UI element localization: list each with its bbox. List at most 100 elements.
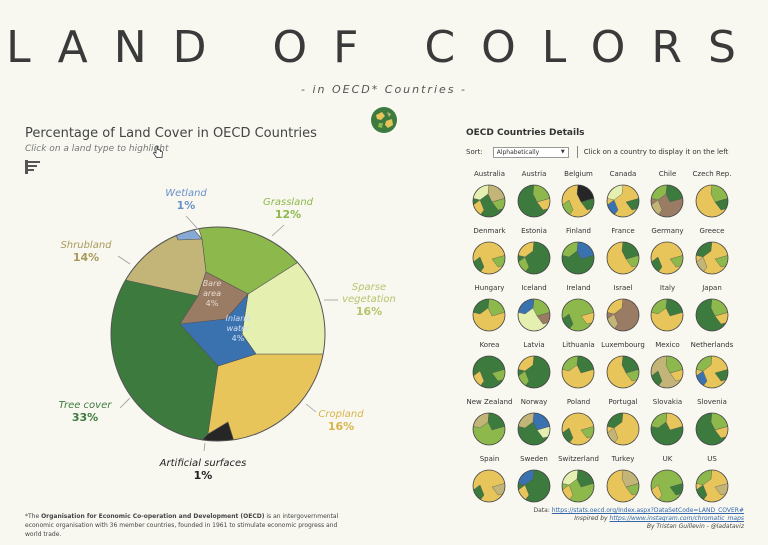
country-portugal[interactable]: Portugal xyxy=(600,398,647,454)
divider xyxy=(576,146,578,158)
country-pie xyxy=(695,412,728,446)
country-pie xyxy=(472,298,506,332)
country-new-zealand[interactable]: New Zealand xyxy=(466,398,513,454)
country-pie xyxy=(606,184,639,218)
country-pie xyxy=(695,184,728,218)
country-pie xyxy=(517,184,550,218)
country-name: Luxembourg xyxy=(601,341,645,349)
country-pie xyxy=(650,241,684,275)
country-pie xyxy=(695,469,728,503)
country-finland[interactable]: Finland xyxy=(555,227,602,283)
country-korea[interactable]: Korea xyxy=(466,341,513,397)
country-name: Estonia xyxy=(521,227,547,235)
country-pie xyxy=(606,355,639,389)
leader-line-cropland xyxy=(305,403,317,413)
grassland-label[interactable]: Grassland 12% xyxy=(263,197,313,221)
sparse-vegetation-label[interactable]: Sparse vegetation 16% xyxy=(342,282,396,318)
country-name: Mexico xyxy=(655,341,680,349)
main-subtitle: - in OECD* Countries - xyxy=(301,83,467,96)
country-pie xyxy=(561,184,595,218)
cropland-label[interactable]: Cropland 16% xyxy=(318,409,364,433)
country-latvia[interactable]: Latvia xyxy=(511,341,558,397)
globe-logo-icon xyxy=(371,107,397,133)
country-name: Poland xyxy=(566,398,591,406)
country-slovenia[interactable]: Slovenia xyxy=(689,398,736,454)
country-switzerland[interactable]: Switzerland xyxy=(555,455,602,511)
country-lithuania[interactable]: Lithuania xyxy=(555,341,602,397)
country-pie xyxy=(606,469,639,503)
country-israel[interactable]: Israel xyxy=(600,284,647,340)
country-name: Japan xyxy=(702,284,722,292)
country-uk[interactable]: UK xyxy=(644,455,691,511)
shrubland-label[interactable]: Shrubland 14% xyxy=(60,240,112,264)
country-sweden[interactable]: Sweden xyxy=(511,455,558,511)
data-source-link[interactable]: https://stats.oecd.org/Index.aspx?DataSe… xyxy=(551,507,744,514)
country-pie xyxy=(472,184,506,218)
country-pie xyxy=(472,355,506,389)
country-france[interactable]: France xyxy=(600,227,647,283)
country-czech-rep[interactable]: Czech Rep. xyxy=(689,170,736,226)
country-japan[interactable]: Japan xyxy=(689,284,736,340)
country-us[interactable]: US xyxy=(689,455,736,511)
country-pie xyxy=(606,412,639,446)
country-name: Slovenia xyxy=(697,398,727,406)
country-pie xyxy=(472,469,506,503)
country-denmark[interactable]: Denmark xyxy=(466,227,513,283)
artificial-surfaces-label[interactable]: Artificial surfaces 1% xyxy=(159,458,247,482)
country-germany[interactable]: Germany xyxy=(644,227,691,283)
country-pie xyxy=(517,412,550,446)
country-ireland[interactable]: Ireland xyxy=(555,284,602,340)
country-pie xyxy=(472,241,506,275)
country-netherlands[interactable]: Netherlands xyxy=(689,341,736,397)
filter-icon[interactable] xyxy=(25,160,41,174)
country-name: New Zealand xyxy=(466,398,513,406)
country-pie xyxy=(517,355,550,389)
leader-line-shrubland xyxy=(117,255,131,265)
country-hungary[interactable]: Hungary xyxy=(466,284,513,340)
country-poland[interactable]: Poland xyxy=(555,398,602,454)
tree-cover-label[interactable]: Tree cover 33% xyxy=(58,400,112,424)
country-name: Korea xyxy=(479,341,500,349)
wetland-label[interactable]: Wetland 1% xyxy=(165,188,207,212)
country-pie xyxy=(517,298,550,332)
country-pie xyxy=(472,412,506,446)
country-pie xyxy=(695,298,728,332)
country-spain[interactable]: Spain xyxy=(466,455,513,511)
country-name: Iceland xyxy=(521,284,547,292)
pie-slice-inland-water[interactable] xyxy=(179,293,257,367)
country-austria[interactable]: Austria xyxy=(511,170,558,226)
country-mexico[interactable]: Mexico xyxy=(644,341,691,397)
hand-cursor-icon xyxy=(152,145,163,158)
country-name: Israel xyxy=(613,284,633,292)
country-turkey[interactable]: Turkey xyxy=(600,455,647,511)
country-name: Norway xyxy=(520,398,548,406)
country-iceland[interactable]: Iceland xyxy=(511,284,558,340)
sort-dropdown[interactable]: Alphabetically ▼ xyxy=(492,146,569,158)
country-estonia[interactable]: Estonia xyxy=(511,227,558,283)
country-pie xyxy=(561,355,595,389)
inspired-by-link[interactable]: https://www.instagram.com/chromatic_maps xyxy=(609,515,744,522)
country-norway[interactable]: Norway xyxy=(511,398,558,454)
country-pie xyxy=(517,469,550,503)
country-name: Austria xyxy=(521,170,547,178)
pie-slice-wetland[interactable] xyxy=(167,214,203,241)
country-luxembourg[interactable]: Luxembourg xyxy=(600,341,647,397)
country-pie xyxy=(561,298,595,332)
country-italy[interactable]: Italy xyxy=(644,284,691,340)
country-chile[interactable]: Chile xyxy=(644,170,691,226)
pie-outline xyxy=(110,226,326,442)
sort-row: Sort: Alphabetically ▼ Click on a countr… xyxy=(466,146,728,158)
inland-water-label[interactable]: Inland water 4% xyxy=(225,314,251,343)
country-name: Netherlands xyxy=(690,341,734,349)
country-canada[interactable]: Canada xyxy=(600,170,647,226)
country-greece[interactable]: Greece xyxy=(689,227,736,283)
bare-area-label[interactable]: Bare area 4% xyxy=(202,279,222,308)
source-credits: Data: https://stats.oecd.org/Index.aspx?… xyxy=(533,507,745,530)
country-belgium[interactable]: Belgium xyxy=(555,170,602,226)
country-australia[interactable]: Australia xyxy=(466,170,513,226)
country-name: Slovakia xyxy=(652,398,683,406)
country-name: Sweden xyxy=(520,455,548,463)
country-slovakia[interactable]: Slovakia xyxy=(644,398,691,454)
country-name: Australia xyxy=(474,170,505,178)
